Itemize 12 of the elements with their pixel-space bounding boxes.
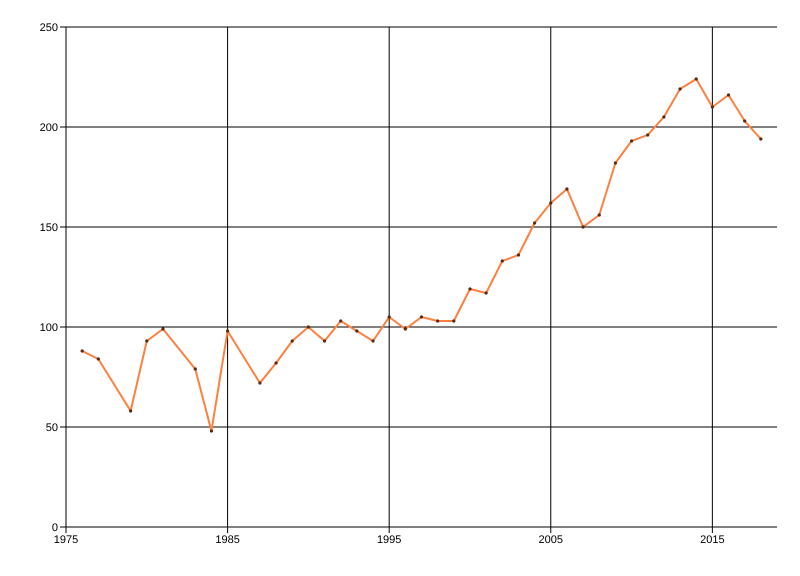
y-tick-label: 0 xyxy=(52,522,58,534)
x-tick-label: 1985 xyxy=(215,534,240,546)
x-tick-label: 2005 xyxy=(538,534,564,546)
y-tick-label: 50 xyxy=(46,422,58,434)
y-tick-label: 100 xyxy=(40,322,58,334)
x-tick-label: 1975 xyxy=(54,534,78,546)
y-tick-label: 150 xyxy=(40,222,58,234)
y-tick-label: 200 xyxy=(40,122,58,134)
line-series xyxy=(80,77,762,433)
x-tick-label: 2015 xyxy=(700,534,725,546)
y-tick-label: 250 xyxy=(40,22,58,34)
x-tick-label: 1995 xyxy=(376,534,402,546)
